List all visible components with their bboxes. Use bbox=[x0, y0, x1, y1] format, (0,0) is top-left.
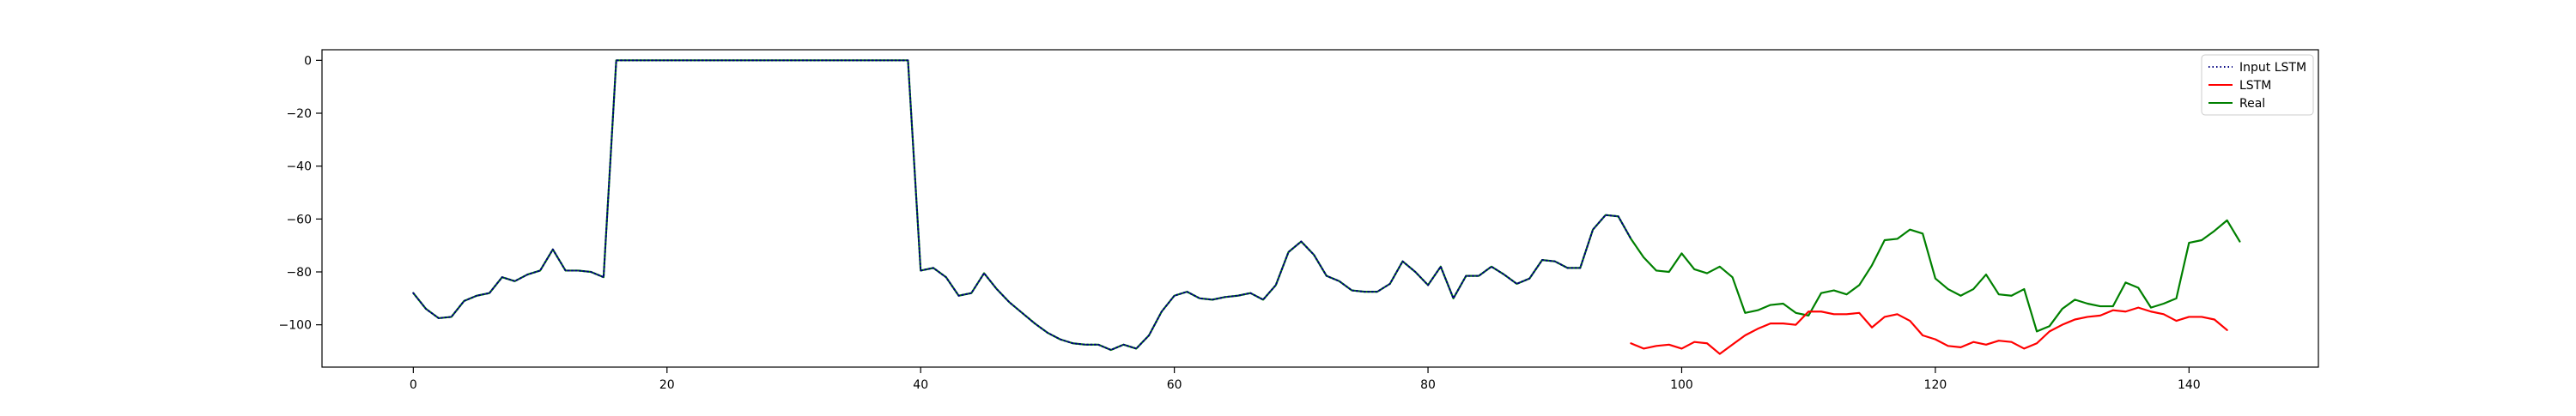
y-tick-label: 0 bbox=[304, 54, 312, 68]
y-tick-label: −80 bbox=[286, 266, 312, 280]
y-tick-label: −40 bbox=[286, 160, 312, 174]
legend-box bbox=[2201, 54, 2314, 116]
y-tick-label: −60 bbox=[286, 213, 312, 226]
y-tick-label: −20 bbox=[286, 107, 312, 121]
x-tick-label: 120 bbox=[1924, 378, 1947, 392]
legend-label: Input LSTM bbox=[2239, 61, 2306, 75]
x-tick-label: 140 bbox=[2178, 378, 2201, 392]
axes-group: 0 20 40 60 80 100 120 140 0 −20 −40 −60 −80 −100 bbox=[279, 49, 2319, 392]
legend: Input LSTM LSTM Real bbox=[2201, 54, 2314, 116]
x-tick-label: 100 bbox=[1670, 378, 1693, 392]
plot-frame bbox=[321, 49, 2319, 368]
legend-label: Real bbox=[2239, 97, 2265, 111]
legend-label: LSTM bbox=[2239, 79, 2271, 93]
x-tick-label: 0 bbox=[410, 378, 417, 392]
x-tick-label: 20 bbox=[659, 378, 675, 392]
x-tick-label: 60 bbox=[1167, 378, 1182, 392]
x-tick-label: 80 bbox=[1420, 378, 1436, 392]
series-line-input-lstm bbox=[412, 59, 1632, 351]
x-tick-label: 40 bbox=[913, 378, 928, 392]
series-line-real bbox=[412, 59, 2241, 352]
series-line-lstm bbox=[1630, 306, 2228, 355]
y-tick-label: −100 bbox=[279, 319, 312, 333]
series-group bbox=[412, 59, 2241, 355]
